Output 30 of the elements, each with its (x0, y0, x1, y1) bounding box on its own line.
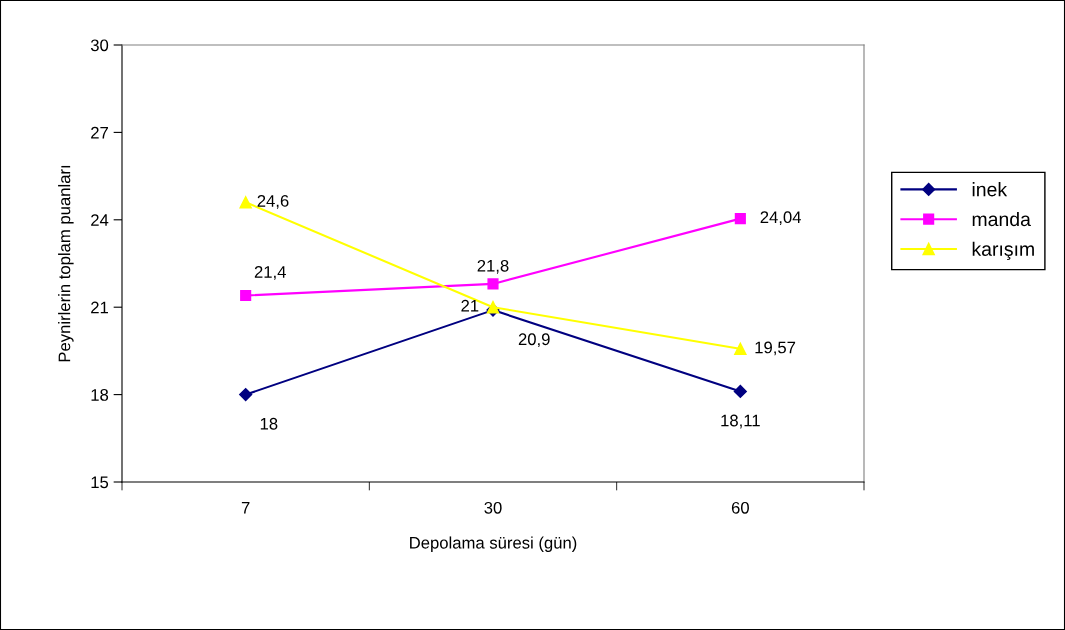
y-tick-label: 18 (91, 389, 109, 401)
x-axis-title: Depolama süresi (gün) (410, 536, 577, 552)
x-tick-label: 7 (241, 502, 250, 514)
x-tick-label: 60 (731, 501, 749, 514)
x-tick-label: 30 (484, 501, 502, 514)
y-tick-label: 15 (91, 476, 109, 489)
data-label: 21,8 (477, 259, 509, 274)
data-label: 21 (461, 299, 479, 312)
y-axis-title: Peynirlerin toplam puanları (58, 165, 74, 362)
data-label: 24,6 (257, 194, 289, 209)
y-tick-label: 27 (91, 126, 108, 139)
data-label: 18,11 (721, 414, 760, 429)
point (734, 213, 746, 225)
point (239, 196, 252, 209)
data-label: 19,57 (755, 341, 796, 356)
legend-label: inek (972, 182, 1008, 197)
data-label: 18 (260, 417, 278, 430)
legend-label: manda (972, 211, 1031, 227)
data-label: 24,04 (760, 211, 801, 226)
point (487, 278, 499, 290)
y-tick-label: 21 (91, 301, 108, 314)
point (733, 384, 747, 398)
legend-label: karışım (972, 241, 1034, 260)
data-label: 20,9 (518, 333, 550, 348)
point (240, 289, 252, 302)
point (239, 388, 253, 402)
data-label: 21,4 (254, 266, 286, 280)
y-tick-label: 30 (90, 39, 109, 52)
point (734, 342, 747, 356)
y-tick-label: 24 (91, 214, 109, 226)
